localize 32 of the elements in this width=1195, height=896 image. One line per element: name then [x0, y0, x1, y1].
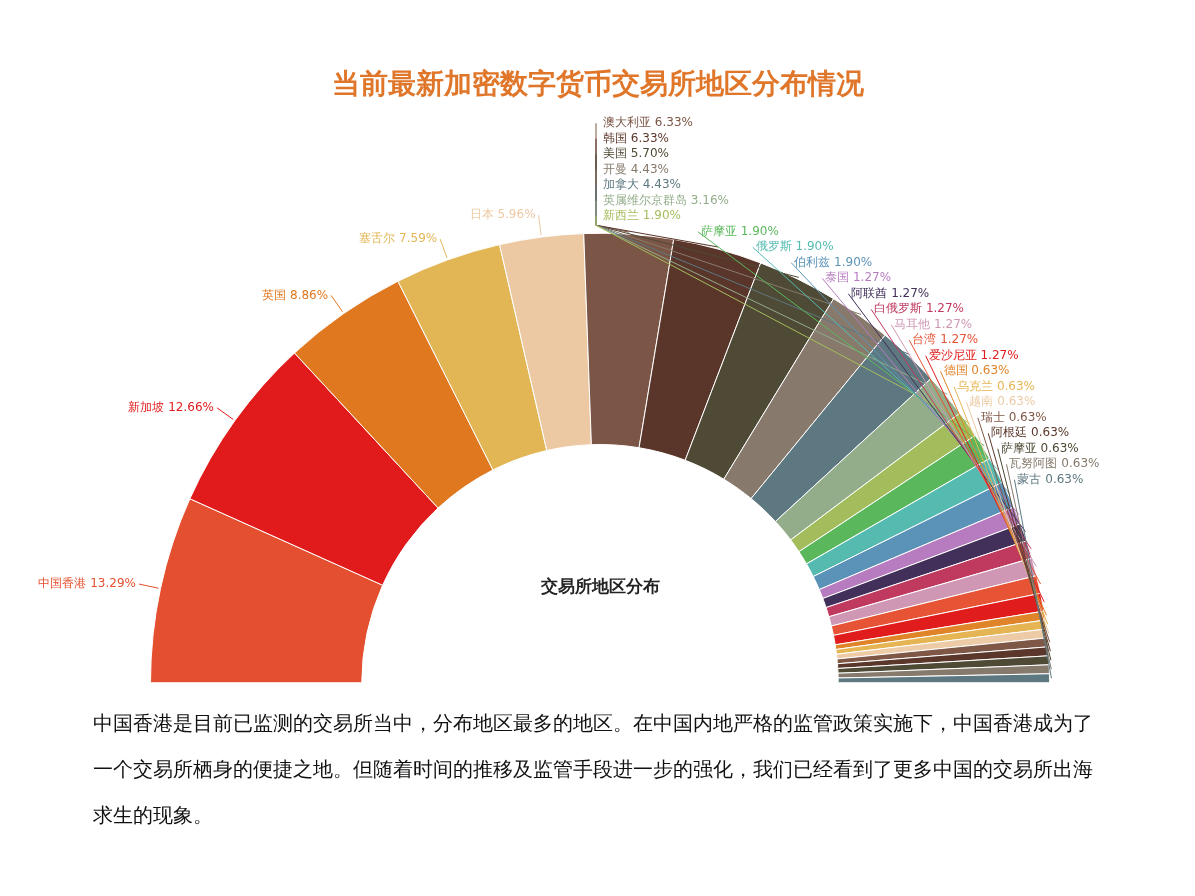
slice-label: 英属维尔京群岛 3.16% [603, 192, 729, 207]
text: 中国香港是目前已监测的交易所当中，分布地区最多的地区。在中国内地严格的监管政策实施下，中国香港成为了一个交易所栖身的便捷之地。但随着时间的推移及监管手段进一步的强化，我们已经看到了更多中国的交易所出海求生的现象。 [92, 710, 1094, 829]
slice-label: 乌克兰 0.63% [957, 378, 1036, 393]
slice-label: 萨摩亚 0.63% [1000, 440, 1079, 455]
slice-label: 萨摩亚 1.90% [700, 223, 779, 238]
slice-label: 中国香港 13.29% [38, 576, 136, 591]
slice-label: 泰国 1.27% [825, 270, 892, 285]
slice-label: 新西兰 1.90% [603, 208, 681, 223]
slice-label: 爱沙尼亚 1.27% [928, 347, 1019, 362]
slice-label: 阿联酋 1.27% [851, 285, 930, 300]
slice-label: 新加坡 12.66% [128, 399, 214, 414]
slice-label: 伯利兹 1.90% [793, 254, 873, 269]
slice-label: 英国 8.86% [262, 287, 329, 302]
slice-label: 美国 5.70% [603, 146, 669, 161]
slice-label: 台湾 1.27% [912, 332, 979, 347]
slice-label: 马耳他 1.27% [894, 316, 973, 331]
slice-label: 开曼 4.43% [603, 161, 669, 176]
slice-label: 日本 5.96% [469, 207, 536, 222]
slice-label: 瓦努阿图 0.63% [1009, 456, 1100, 471]
slice-label: 塞舌尔 7.59% [359, 231, 438, 246]
text: 交易所地区分布 [539, 576, 660, 597]
slice-label: 韩国 6.33% [603, 130, 669, 145]
slice-label: 白俄罗斯 1.27% [874, 301, 965, 316]
slice-label: 俄罗斯 1.90% [755, 239, 834, 254]
slice-label: 蒙古 0.63% [1017, 471, 1084, 486]
slice-label: 瑞士 0.63% [980, 409, 1047, 424]
slice-label: 澳大利亚 6.33% [603, 115, 693, 130]
slice-label: 加拿大 4.43% [603, 177, 681, 192]
slice-label: 越南 0.63% [969, 394, 1036, 409]
slice-label: 德国 0.63% [943, 363, 1010, 378]
slice-label: 阿根廷 0.63% [991, 425, 1070, 440]
chart-title: 当前最新加密数字货币交易所地区分布情况 [331, 66, 865, 102]
